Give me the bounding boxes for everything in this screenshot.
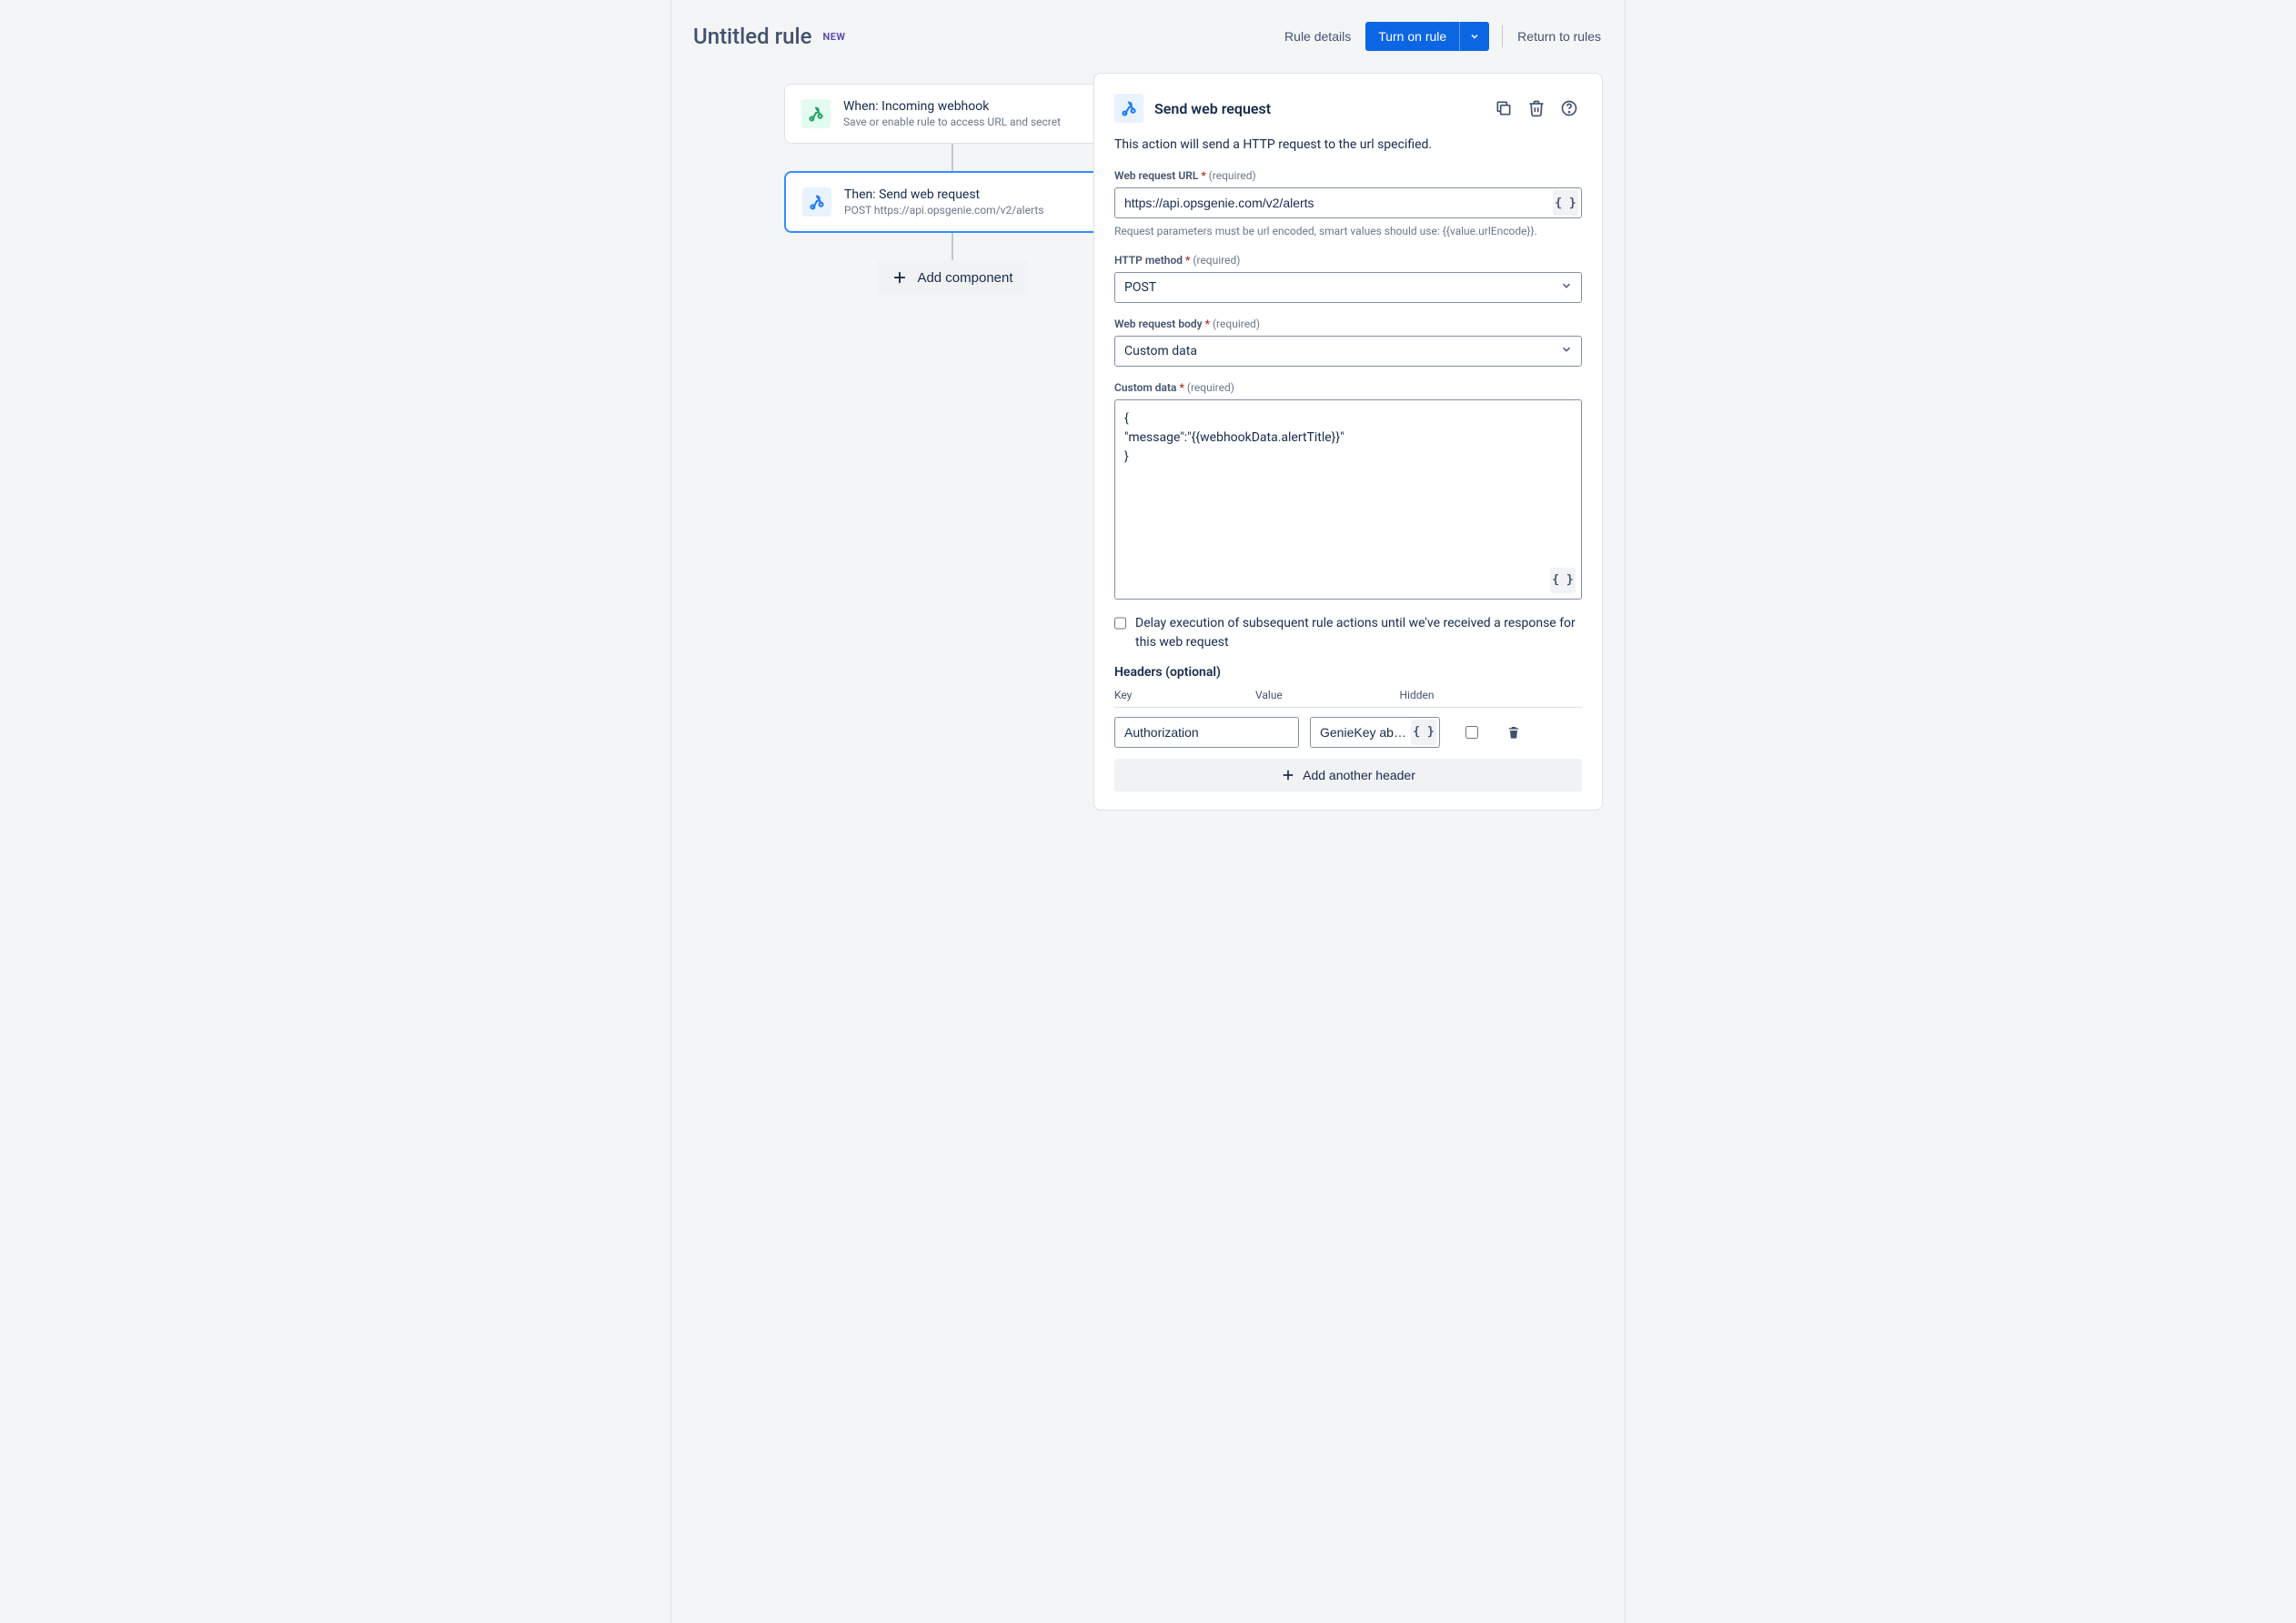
connector-line — [952, 233, 953, 260]
trash-icon — [1506, 725, 1521, 740]
header-value-wrap: { } — [1310, 717, 1440, 748]
flow-when-title: When: Incoming webhook — [843, 99, 1061, 114]
delay-checkbox-row: Delay execution of subsequent rule actio… — [1114, 614, 1582, 652]
headers-table-head: Key Value Hidden — [1114, 689, 1582, 708]
webhook-action-icon — [802, 187, 831, 217]
required-star: * — [1185, 254, 1190, 267]
body-select[interactable]: Custom data — [1114, 336, 1582, 367]
delay-checkbox[interactable] — [1114, 617, 1126, 630]
headers-col-hidden: Hidden — [1396, 689, 1437, 701]
page-header: Untitled rule NEW Rule details Turn on r… — [679, 0, 1617, 73]
body-label-text: Web request body — [1114, 318, 1203, 330]
field-custom-data: Custom data * (required) { } — [1114, 381, 1582, 600]
url-label: Web request URL * (required) — [1114, 169, 1582, 182]
header-row: { } — [1114, 717, 1582, 748]
return-to-rules-button[interactable]: Return to rules — [1516, 24, 1603, 49]
url-input-wrap: { } — [1114, 187, 1582, 218]
header-delete-button[interactable] — [1503, 721, 1525, 743]
custom-label-text: Custom data — [1114, 381, 1176, 394]
divider — [1502, 25, 1503, 47]
panel-description: This action will send a HTTP request to … — [1114, 136, 1582, 155]
plus-icon — [891, 269, 908, 286]
plus-icon — [1281, 768, 1295, 782]
smart-values-button[interactable]: { } — [1550, 568, 1576, 593]
flow-card-then[interactable]: Then: Send web request POST https://api.… — [784, 171, 1121, 233]
flow-when-subtitle: Save or enable rule to access URL and se… — [843, 116, 1061, 128]
url-label-text: Web request URL — [1114, 169, 1198, 182]
custom-textarea-wrap: { } — [1114, 399, 1582, 600]
add-header-label: Add another header — [1303, 768, 1415, 782]
header-right: Rule details Turn on rule Return to rule… — [1283, 22, 1603, 51]
flow-card-text: Then: Send web request POST https://api.… — [844, 187, 1043, 217]
add-component-label: Add component — [917, 270, 1012, 286]
rule-title[interactable]: Untitled rule — [693, 24, 811, 49]
rule-details-button[interactable]: Rule details — [1283, 24, 1353, 49]
flow-column: When: Incoming webhook Save or enable ru… — [693, 73, 1075, 295]
required-star: * — [1179, 381, 1183, 394]
url-input[interactable] — [1114, 187, 1582, 218]
field-body: Web request body * (required) Custom dat… — [1114, 318, 1582, 367]
method-required-text: (required) — [1193, 254, 1240, 267]
panel-actions — [1491, 96, 1582, 121]
trash-icon — [1527, 99, 1546, 117]
field-method: HTTP method * (required) POST — [1114, 254, 1582, 303]
panel-column: Send web request This action will sen — [1093, 73, 1603, 811]
turn-on-rule-dropdown[interactable] — [1459, 22, 1489, 51]
new-badge: NEW — [822, 31, 845, 43]
headers-col-key: Key — [1114, 689, 1244, 701]
headers-col-value: Value — [1255, 689, 1385, 701]
turn-on-rule-group: Turn on rule — [1365, 22, 1489, 51]
connector-line — [952, 144, 953, 171]
delay-label: Delay execution of subsequent rule actio… — [1135, 614, 1582, 652]
custom-required-text: (required) — [1187, 381, 1234, 394]
app-container: Untitled rule NEW Rule details Turn on r… — [670, 0, 1626, 1623]
config-panel: Send web request This action will sen — [1093, 73, 1603, 811]
body-label: Web request body * (required) — [1114, 318, 1582, 330]
header-key-input[interactable] — [1114, 717, 1299, 748]
duplicate-button[interactable] — [1491, 96, 1516, 121]
chevron-down-icon — [1469, 31, 1480, 42]
header-hidden-checkbox[interactable] — [1465, 726, 1478, 739]
custom-label: Custom data * (required) — [1114, 381, 1582, 394]
method-select-wrap: POST — [1114, 272, 1582, 303]
smart-values-button[interactable]: { } — [1411, 720, 1436, 745]
method-select[interactable]: POST — [1114, 272, 1582, 303]
panel-title: Send web request — [1154, 100, 1480, 117]
smart-values-button[interactable]: { } — [1553, 190, 1578, 216]
headers-section-title: Headers (optional) — [1114, 665, 1582, 680]
flow-then-subtitle: POST https://api.opsgenie.com/v2/alerts — [844, 204, 1043, 217]
help-icon — [1560, 99, 1578, 117]
body-required-text: (required) — [1213, 318, 1260, 330]
delete-button[interactable] — [1524, 96, 1549, 121]
header-left: Untitled rule NEW — [693, 24, 846, 49]
header-hidden-wrap — [1451, 726, 1492, 739]
method-label: HTTP method * (required) — [1114, 254, 1582, 267]
panel-webhook-icon — [1114, 94, 1143, 123]
url-required-text: (required) — [1209, 169, 1256, 182]
flow-card-when[interactable]: When: Incoming webhook Save or enable ru… — [784, 84, 1121, 144]
copy-icon — [1495, 99, 1513, 117]
help-button[interactable] — [1556, 96, 1582, 121]
add-component-button[interactable]: Add component — [877, 260, 1027, 295]
turn-on-rule-button[interactable]: Turn on rule — [1365, 22, 1459, 51]
flow-then-title: Then: Send web request — [844, 187, 1043, 202]
main-content: When: Incoming webhook Save or enable ru… — [679, 73, 1617, 811]
custom-data-textarea[interactable] — [1115, 400, 1581, 566]
webhook-trigger-icon — [801, 99, 831, 128]
flow-card-text: When: Incoming webhook Save or enable ru… — [843, 99, 1061, 128]
add-header-button[interactable]: Add another header — [1114, 759, 1582, 791]
required-star: * — [1201, 169, 1205, 182]
body-select-wrap: Custom data — [1114, 336, 1582, 367]
url-hint: Request parameters must be url encoded, … — [1114, 224, 1582, 239]
panel-header: Send web request — [1114, 94, 1582, 123]
required-star: * — [1205, 318, 1210, 330]
field-url: Web request URL * (required) { } Request… — [1114, 169, 1582, 239]
method-label-text: HTTP method — [1114, 254, 1183, 267]
